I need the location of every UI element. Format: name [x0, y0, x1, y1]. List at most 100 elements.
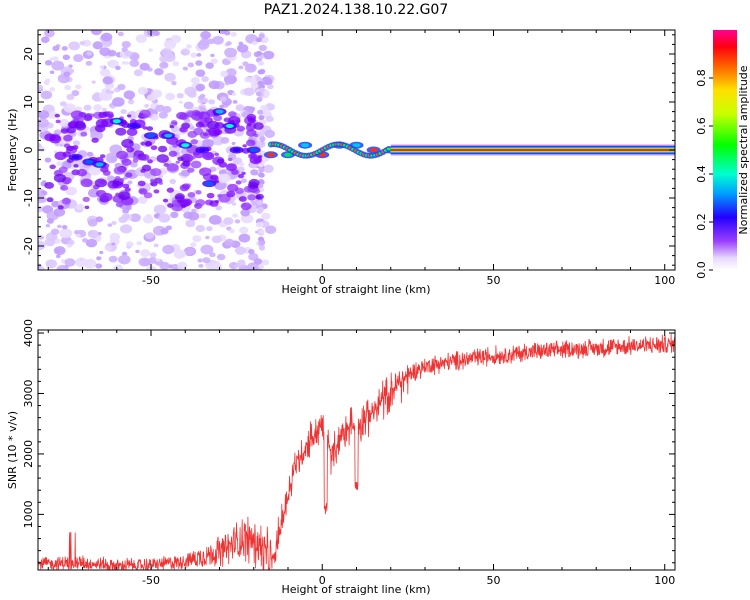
spectrogram-cell [240, 209, 251, 217]
spectrogram-cell [166, 163, 179, 172]
spectrogram-cell [113, 265, 119, 270]
spectrogram-cell [165, 92, 176, 101]
spectrogram-ridge-core [215, 109, 224, 114]
spectrogram-cell [247, 181, 259, 190]
spectrogram-cell [257, 109, 264, 115]
spectrogram-cell [249, 106, 256, 112]
spectrogram-cell [190, 160, 202, 169]
spectrogram-cell [153, 30, 160, 37]
spectrogram-cell [246, 129, 257, 137]
spectrogram-cell [199, 167, 212, 177]
spectrogram-cell [99, 65, 105, 70]
spectrogram-cell [59, 228, 73, 239]
spectrogram-cell [259, 87, 266, 93]
spectrogram-cell [239, 226, 249, 234]
spectrogram-cell [59, 101, 67, 107]
spectrogram-cell [176, 199, 182, 203]
spectrogram-cell [256, 51, 263, 57]
spectrogram-cell [95, 118, 109, 128]
spectrogram-ridge-core [284, 152, 293, 157]
spectrogram-cell [73, 163, 79, 168]
spectrogram-cell [73, 54, 84, 63]
spectrogram-cell [241, 171, 246, 175]
spectrogram-cell [150, 145, 158, 151]
spectrogram-cell [238, 162, 245, 167]
spectrogram-cell [120, 224, 133, 234]
spectrogram-cell [195, 190, 202, 195]
spectrogram-cell [192, 235, 202, 243]
spectrogram-y-tick-label: -20 [22, 237, 35, 255]
spectrogram-cell [195, 69, 206, 77]
spectrogram-cell [237, 173, 245, 179]
spectrogram-cell [102, 76, 114, 85]
spectrogram-cell [52, 56, 59, 61]
spectrogram-cell [91, 137, 99, 143]
spectrogram-cell [72, 145, 79, 150]
spectrogram-cell [53, 246, 66, 256]
colorbar-tick-label: 0.2 [695, 213, 708, 231]
spectrogram-cell [71, 90, 80, 97]
spectrogram-cell [262, 164, 274, 173]
spectrogram-cell [80, 131, 88, 137]
spectrogram-cell [162, 244, 175, 255]
spectrogram-cell [90, 30, 102, 36]
spectrogram-cell [258, 33, 265, 39]
spectrogram-cell [85, 60, 93, 66]
spectrogram-cell [248, 249, 255, 255]
spectrogram-cell [179, 184, 190, 192]
spectrogram-cell [216, 158, 225, 164]
spectrogram-cell [129, 59, 140, 68]
spectrogram-cell [213, 114, 223, 122]
spectrogram-cell [231, 169, 239, 175]
spectrogram-ridge-core [225, 124, 234, 128]
spectrogram-cell [255, 193, 264, 200]
spectrogram-cell [64, 84, 72, 91]
spectrogram-cell [55, 119, 61, 124]
spectrogram-cell [209, 200, 219, 207]
spectrogram-cell [95, 189, 107, 198]
spectrogram-cell [223, 217, 234, 225]
spectrogram-cell [176, 93, 184, 99]
spectrogram-cell [206, 192, 215, 199]
spectrogram-cell [169, 124, 175, 129]
spectrogram-cell [199, 93, 206, 99]
spectrogram-cell [50, 228, 60, 235]
spectrogram-cell [212, 128, 223, 136]
spectrogram-cell [228, 111, 237, 118]
spectrogram-x-tick-label: 0 [319, 274, 326, 287]
spectrogram-cell [38, 118, 49, 128]
spectrogram-cell [256, 222, 263, 228]
spectrogram-cell [176, 111, 188, 120]
spectrogram-cell [190, 77, 200, 85]
spectrogram-cell [168, 150, 178, 157]
spectrogram-cell [111, 220, 117, 226]
spectrogram-cell [138, 257, 151, 267]
spectrogram-cell [153, 243, 159, 248]
spectrogram-cell [44, 181, 55, 189]
spectrogram-cell [138, 188, 148, 195]
spectrogram-cell [220, 137, 230, 144]
spectrogram-cell [180, 48, 191, 56]
spectrogram-cell [117, 83, 126, 91]
spectrogram-cell [124, 187, 131, 192]
spectrogram-cell [51, 60, 65, 71]
spectrogram-ridge-core [386, 147, 391, 151]
spectrogram-cell [162, 105, 172, 113]
spectrogram-cell [121, 61, 127, 65]
spectrogram-cell [214, 152, 220, 157]
spectrogram-cell [135, 249, 140, 254]
colorbar-tick-label: 0.6 [695, 117, 708, 135]
snr-series-line [38, 333, 675, 570]
spectrogram-cell [44, 157, 52, 163]
spectrogram-cell [182, 160, 191, 167]
spectrogram-cell [158, 111, 168, 119]
spectrogram-cell [139, 62, 150, 71]
spectrogram-cell [220, 70, 229, 77]
spectrogram-cell [255, 76, 262, 82]
spectrogram-cell [124, 50, 133, 57]
spectrogram-cell [38, 240, 46, 251]
colorbar-label: Normalized spectral amplitude [737, 65, 750, 234]
spectrogram-ridge-core [112, 119, 121, 124]
spectrogram-cell [123, 90, 136, 100]
